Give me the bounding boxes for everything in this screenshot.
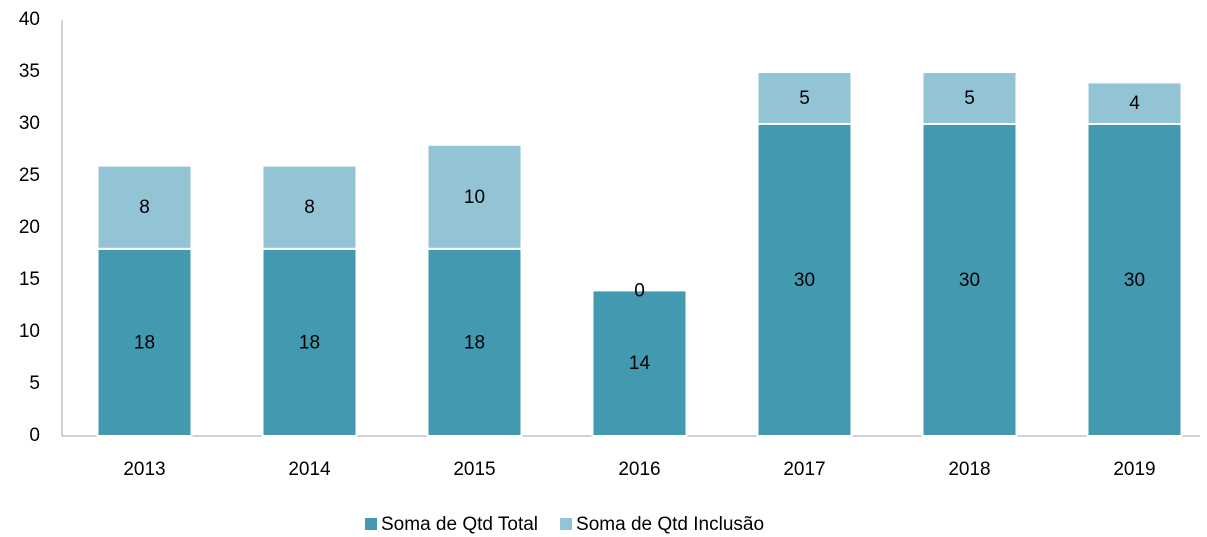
bar-segment [756,123,853,437]
data-label: 18 [134,332,155,353]
data-label: 30 [794,270,815,291]
bar-segment [426,143,523,250]
legend-label: Soma de Qtd Inclusão [576,514,764,535]
bar-segment [426,247,523,437]
y-tick-label: 10 [19,321,40,342]
data-label: 5 [799,88,810,109]
y-tick-label: 20 [19,217,40,238]
x-tick-label: 2018 [948,459,990,480]
data-label: 4 [1129,93,1140,114]
legend-swatch [365,518,377,530]
y-tick-label: 0 [29,425,40,446]
y-tick-label: 40 [19,9,40,30]
x-tick-label: 2014 [288,459,331,480]
y-tick-label: 25 [19,165,40,186]
x-tick-label: 2019 [1113,459,1155,480]
data-label: 18 [299,332,320,353]
bar-segment [756,71,853,125]
data-label: 30 [959,270,980,291]
bar-segment [261,247,358,437]
legend-label: Soma de Qtd Total [381,514,538,535]
x-tick-label: 2017 [783,459,825,480]
data-label: 5 [964,88,975,109]
y-tick-label: 15 [19,269,40,290]
y-tick-label: 5 [29,373,40,394]
x-tick-label: 2015 [453,459,495,480]
data-label: 10 [464,187,485,208]
legend-swatch [560,518,573,530]
y-tick-label: 30 [19,113,40,134]
x-tick-label: 2016 [618,459,660,480]
data-label: 18 [464,332,485,353]
data-label: 8 [139,197,150,218]
bar-segment [921,71,1018,125]
y-tick-label: 35 [19,61,40,82]
bar-segment [1086,123,1183,437]
bar-segment [1086,81,1183,125]
data-label: 8 [304,197,315,218]
data-label: 14 [629,353,651,374]
bar-segment [96,164,193,250]
data-label: 30 [1124,270,1145,291]
x-tick-label: 2013 [123,459,165,480]
bar-segment [591,289,688,437]
bar-segment [261,164,358,250]
bar-segment [96,247,193,437]
data-label: 0 [634,280,645,301]
